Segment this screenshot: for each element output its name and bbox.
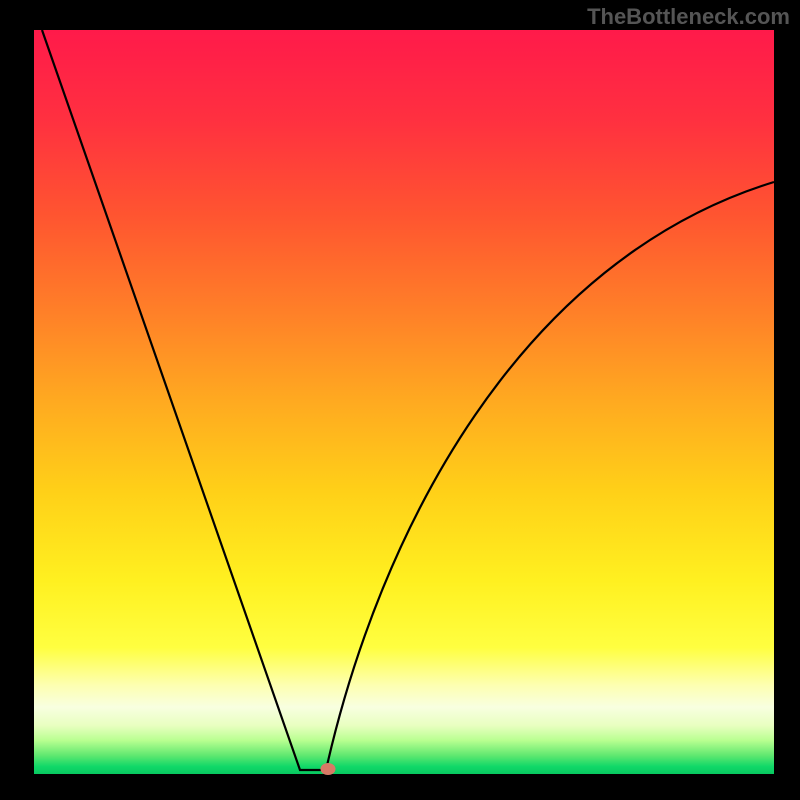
data-point-marker [321, 763, 336, 775]
curve-path [42, 30, 774, 770]
chart-container: TheBottleneck.com [0, 0, 800, 800]
bottleneck-curve [0, 0, 800, 800]
